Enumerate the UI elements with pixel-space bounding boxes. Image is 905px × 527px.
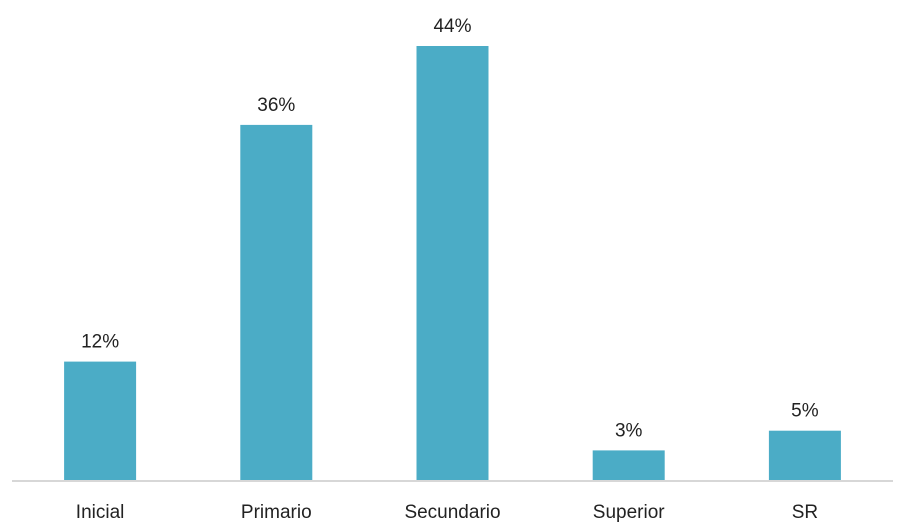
x-tick-label-superior: Superior — [593, 502, 665, 523]
data-label-superior: 3% — [615, 420, 643, 441]
data-label-primario: 36% — [257, 95, 295, 116]
x-tick-labels-group: Inicial Primario Secundario Superior SR — [76, 502, 818, 523]
bar-sr — [768, 430, 841, 480]
x-tick-label-inicial: Inicial — [76, 502, 125, 523]
bars-group — [64, 46, 841, 481]
bar-inicial — [64, 361, 137, 480]
data-label-secundario: 44% — [433, 16, 471, 37]
x-tick-label-sr: SR — [792, 502, 818, 523]
x-tick-label-secundario: Secundario — [404, 502, 500, 523]
data-label-inicial: 12% — [81, 332, 119, 353]
bar-secundario — [416, 46, 489, 480]
x-tick-label-primario: Primario — [241, 502, 312, 523]
data-labels-group: 12% 36% 44% 3% 5% — [81, 16, 819, 441]
bar-primario — [240, 124, 313, 481]
data-label-sr: 5% — [791, 401, 819, 422]
bar-superior — [592, 450, 665, 480]
